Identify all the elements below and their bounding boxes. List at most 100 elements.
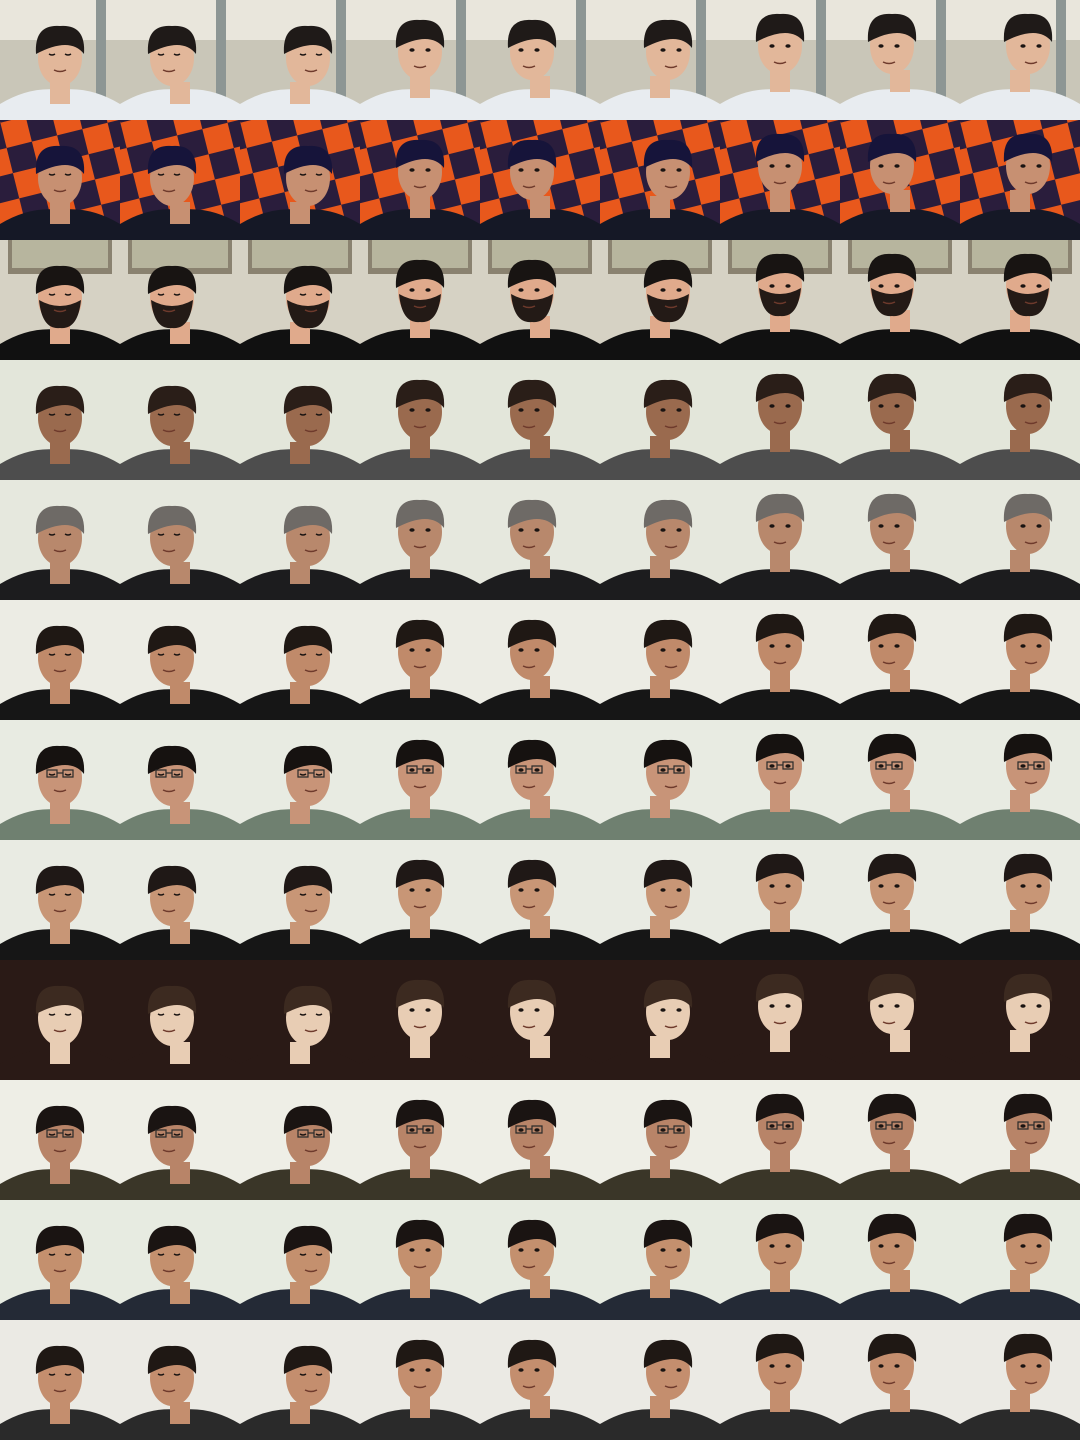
mouth	[304, 189, 318, 193]
neck	[890, 910, 910, 932]
neck	[530, 1036, 550, 1058]
eye	[409, 528, 415, 532]
mouth	[664, 1145, 678, 1149]
mouth	[413, 545, 427, 549]
shirt	[480, 929, 600, 960]
eye	[48, 653, 72, 656]
eye	[425, 768, 431, 772]
hair	[147, 1225, 197, 1254]
mouth	[162, 69, 176, 73]
shirt	[360, 929, 480, 960]
neck	[50, 682, 70, 704]
eye	[1020, 404, 1026, 408]
mouth	[882, 421, 896, 425]
neck	[770, 430, 790, 452]
eye	[785, 1124, 791, 1128]
portrait-photo	[360, 1200, 480, 1320]
eye	[518, 288, 524, 292]
shirt	[960, 569, 1080, 600]
shirt	[480, 449, 600, 480]
mouth	[1024, 1021, 1038, 1025]
hair	[867, 1093, 917, 1122]
hair	[35, 505, 85, 534]
neck	[50, 562, 70, 584]
neck	[410, 196, 430, 218]
eye	[676, 648, 682, 652]
shirt	[0, 689, 120, 720]
eye	[676, 48, 682, 52]
mouth	[53, 909, 67, 913]
portrait-photo	[240, 1320, 360, 1440]
eye	[534, 168, 540, 172]
portrait-photo	[480, 120, 600, 240]
portrait-photo	[0, 240, 120, 360]
eye	[157, 533, 181, 536]
neck	[410, 1276, 430, 1298]
shirt	[480, 569, 600, 600]
shirt	[840, 1409, 960, 1440]
neck	[290, 1402, 310, 1424]
eye	[157, 1253, 181, 1256]
portrait-photo	[720, 600, 840, 720]
eye	[894, 1124, 900, 1128]
hair	[35, 1225, 85, 1254]
neck	[890, 1030, 910, 1052]
shirt	[360, 449, 480, 480]
mouth	[664, 665, 678, 669]
portrait-photo	[240, 240, 360, 360]
eye	[878, 764, 884, 768]
neck	[890, 1150, 910, 1172]
mouth	[882, 901, 896, 905]
shirt	[480, 209, 600, 240]
shirt	[120, 1409, 240, 1440]
portrait-photo	[840, 600, 960, 720]
shirt	[960, 449, 1080, 480]
neck	[50, 922, 70, 944]
eye	[534, 1248, 540, 1252]
neck	[530, 916, 550, 938]
neck	[530, 436, 550, 458]
neck	[410, 676, 430, 698]
portrait-photo	[720, 0, 840, 120]
shirt	[600, 929, 720, 960]
neck	[290, 82, 310, 104]
neck	[650, 916, 670, 938]
neck	[410, 916, 430, 938]
eye	[157, 53, 181, 56]
neck	[1010, 1390, 1030, 1412]
eye	[676, 168, 682, 172]
portrait-photo	[120, 960, 240, 1080]
mouth	[773, 781, 787, 785]
neck	[290, 1282, 310, 1304]
hair	[867, 493, 917, 522]
glasses	[297, 769, 325, 778]
hair	[35, 385, 85, 414]
hair	[283, 385, 333, 414]
neck	[530, 1396, 550, 1418]
neck	[890, 1270, 910, 1292]
portrait-photo	[360, 240, 480, 360]
hair	[643, 979, 693, 1008]
eye	[534, 1368, 540, 1372]
neck	[770, 1390, 790, 1412]
mouth	[413, 785, 427, 789]
mouth	[773, 421, 787, 425]
portrait-photo	[600, 1080, 720, 1200]
neck	[50, 442, 70, 464]
eye	[409, 768, 415, 772]
hair	[643, 859, 693, 888]
eye	[660, 768, 666, 772]
mouth	[162, 429, 176, 433]
mouth	[773, 181, 787, 185]
mouth	[53, 189, 67, 193]
mouth	[413, 665, 427, 669]
neck	[290, 1162, 310, 1184]
neck	[890, 670, 910, 692]
glasses	[46, 769, 74, 778]
eye	[425, 1248, 431, 1252]
neck	[1010, 550, 1030, 572]
neck	[290, 562, 310, 584]
shirt	[120, 569, 240, 600]
shirt	[600, 329, 720, 360]
eye	[769, 284, 775, 288]
